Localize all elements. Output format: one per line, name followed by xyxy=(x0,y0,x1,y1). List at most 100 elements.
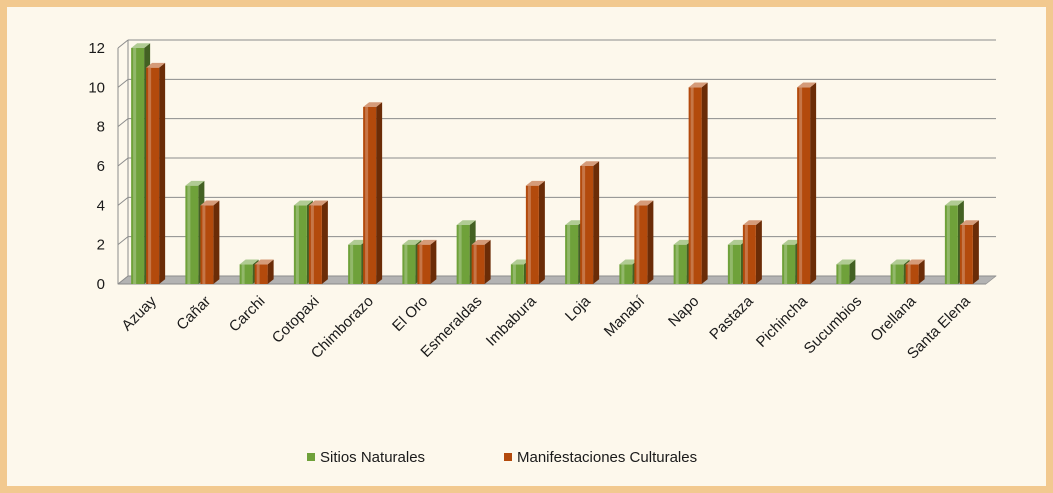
bar-manifestaciones-culturales xyxy=(200,200,220,284)
bar-top xyxy=(959,220,979,225)
bar-manifestaciones-culturales xyxy=(688,82,708,285)
bar-top xyxy=(797,82,817,88)
bar-front xyxy=(727,244,741,284)
x-tick-label: Napo xyxy=(665,293,702,330)
legend-swatch xyxy=(307,453,315,461)
bar-front xyxy=(471,244,485,284)
x-tick-label: Cañar xyxy=(173,293,214,334)
bar-manifestaciones-culturales xyxy=(471,239,491,284)
y-tick-label: 12 xyxy=(88,40,105,57)
bar-top xyxy=(580,161,600,166)
bar-top xyxy=(471,239,491,245)
x-tick-label: Orellana xyxy=(867,292,920,345)
bar-front xyxy=(797,87,811,284)
bar-front xyxy=(619,264,633,284)
x-tick-label: Sucumbios xyxy=(801,293,865,357)
bar-manifestaciones-culturales xyxy=(308,200,328,284)
bar-manifestaciones-culturales xyxy=(797,82,817,285)
bar-side xyxy=(972,220,979,284)
bar-highlight xyxy=(784,244,788,284)
bar-front xyxy=(782,244,796,284)
bar-side xyxy=(538,180,545,284)
bar-highlight xyxy=(148,67,152,284)
bar-top xyxy=(525,180,545,186)
bar-side xyxy=(755,220,762,284)
gridline-side xyxy=(117,157,129,167)
y-tick-label: 8 xyxy=(97,119,105,136)
bar-side xyxy=(484,239,491,284)
bar-highlight xyxy=(202,205,206,284)
y-tick-label: 0 xyxy=(97,276,105,293)
bar-highlight xyxy=(241,264,245,284)
bar-sitios-naturales xyxy=(836,259,856,284)
bar-front xyxy=(185,185,199,284)
bar-front xyxy=(634,205,648,284)
bar-top xyxy=(348,239,368,245)
bar-side xyxy=(321,200,328,284)
bar-highlight xyxy=(729,244,733,284)
bar-front xyxy=(510,264,524,284)
bar-highlight xyxy=(582,166,586,284)
bar-front xyxy=(456,225,470,284)
bar-manifestaciones-culturales xyxy=(146,62,166,284)
bar-highlight xyxy=(744,225,748,284)
bar-highlight xyxy=(675,244,679,284)
bar-top xyxy=(254,259,274,265)
bar-front xyxy=(363,107,377,284)
bar-highlight xyxy=(419,244,423,284)
bar-highlight xyxy=(799,87,803,284)
bar-side xyxy=(849,259,856,284)
bar-highlight xyxy=(473,244,477,284)
gridline-side xyxy=(117,196,129,206)
bar-top xyxy=(293,200,313,206)
bar-front xyxy=(565,225,579,284)
bar-highlight xyxy=(310,205,314,284)
bar-front xyxy=(402,244,416,284)
bar-top xyxy=(402,239,422,245)
bar-top xyxy=(944,200,964,206)
x-tick-label: Imbabura xyxy=(483,292,540,349)
bar-front xyxy=(293,205,307,284)
bar-top xyxy=(836,259,856,265)
bar-top xyxy=(727,239,747,245)
bar-manifestaciones-culturales xyxy=(959,220,979,284)
bar-side xyxy=(267,259,274,284)
bar-front xyxy=(742,225,756,284)
x-tick-label: Carchi xyxy=(226,293,269,336)
bar-front xyxy=(146,67,160,284)
bar-top xyxy=(619,259,639,265)
bar-side xyxy=(213,200,220,284)
x-tick-label: Loja xyxy=(562,292,595,325)
bar-manifestaciones-culturales xyxy=(254,259,274,284)
bar-highlight xyxy=(838,264,842,284)
bar-manifestaciones-culturales xyxy=(417,239,437,284)
bar-front xyxy=(580,166,594,284)
bar-front xyxy=(944,205,958,284)
bar-front xyxy=(525,185,539,284)
bar-front xyxy=(239,264,253,284)
bar-top xyxy=(456,220,476,225)
legend-label: Sitios Naturales xyxy=(320,449,425,466)
bar-highlight xyxy=(961,225,965,284)
bar-top xyxy=(417,239,437,245)
x-tick-label: Pastaza xyxy=(706,292,757,343)
bar-manifestaciones-culturales xyxy=(580,161,600,284)
bar-top xyxy=(782,239,802,245)
bar-top xyxy=(200,200,220,206)
bar-highlight xyxy=(907,264,911,284)
bar-highlight xyxy=(690,87,694,284)
bar-manifestaciones-culturales xyxy=(525,180,545,284)
bar-highlight xyxy=(295,205,299,284)
y-tick-label: 2 xyxy=(97,237,105,254)
bar-highlight xyxy=(512,264,516,284)
bar-side xyxy=(647,200,654,284)
gridline-side xyxy=(117,236,129,246)
bar-highlight xyxy=(621,264,625,284)
gridline-side xyxy=(117,275,129,285)
bar-highlight xyxy=(133,48,137,284)
legend-swatch xyxy=(504,453,512,461)
bar-manifestaciones-culturales xyxy=(742,220,762,284)
bar-top xyxy=(510,259,530,265)
